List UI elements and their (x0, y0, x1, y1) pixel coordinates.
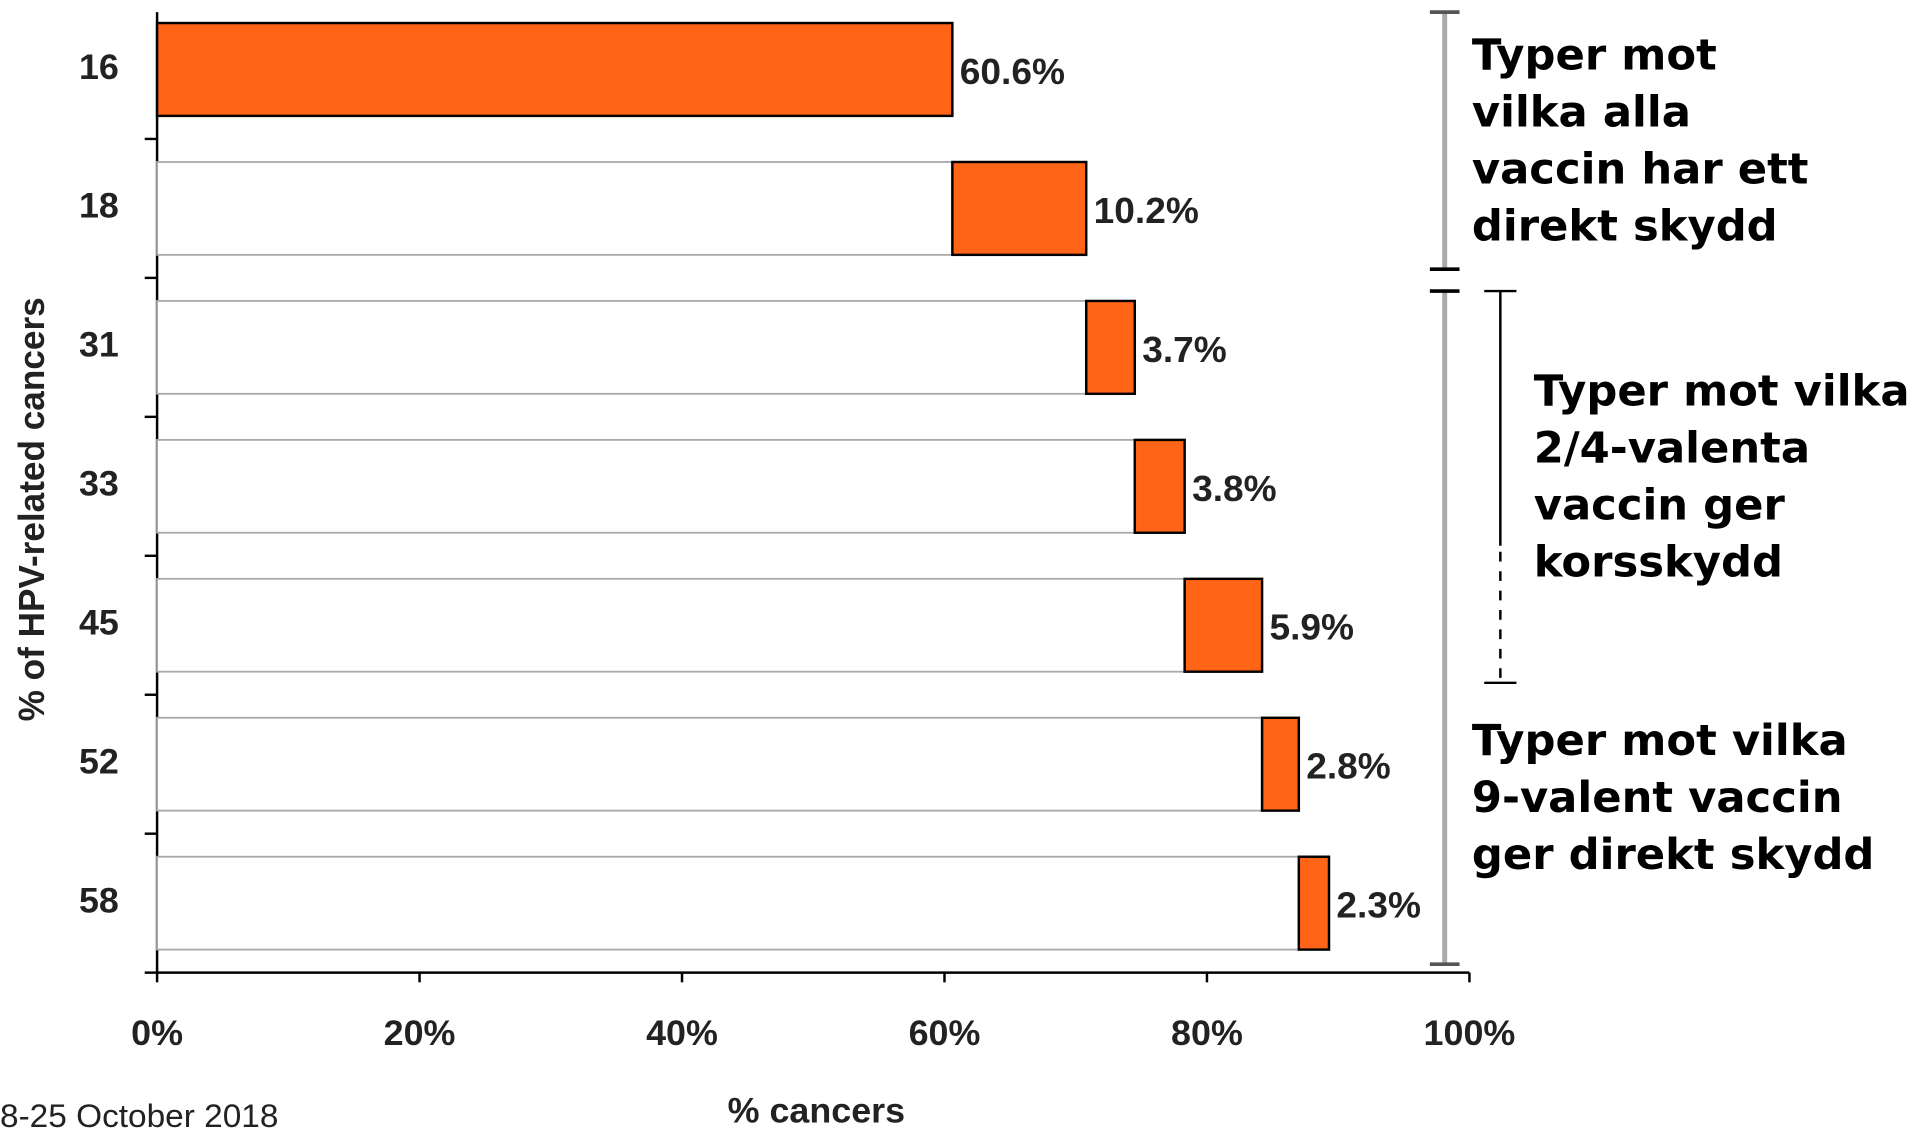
x-tick-label: 100% (1424, 1013, 1516, 1053)
value-label: 2.8% (1306, 746, 1391, 787)
value-label: 5.9% (1270, 607, 1355, 648)
x-tick-label: 80% (1171, 1013, 1243, 1053)
base-box (156, 161, 954, 256)
annotation: Typer mot vilka (1534, 367, 1910, 417)
annotation: Typer mot (1472, 31, 1717, 81)
x-axis-label: % cancers (728, 1091, 905, 1131)
value-label: 3.7% (1142, 329, 1227, 370)
y-tick-label: 16 (79, 47, 119, 87)
annotation: Typer mot vilka (1472, 716, 1848, 766)
annotation: vaccin ger (1534, 481, 1786, 531)
x-tick-label: 20% (384, 1013, 456, 1053)
annotation: direkt skydd (1472, 202, 1778, 252)
bar (155, 21, 954, 118)
y-axis-label: % of HPV-related cancers (12, 297, 52, 721)
x-tick-label: 0% (131, 1013, 183, 1053)
x-tick-label: 40% (646, 1013, 718, 1053)
bar (1133, 438, 1186, 534)
base-box (156, 300, 1088, 395)
annotation: vilka alla (1472, 88, 1691, 138)
base-box (156, 438, 1136, 534)
bar (1084, 299, 1137, 396)
bar (1297, 855, 1331, 951)
y-tick-label: 52 (79, 742, 119, 782)
y-tick-label: 58 (79, 881, 119, 921)
annotation: 9-valent vaccin (1472, 773, 1843, 823)
value-label: 3.8% (1192, 468, 1277, 509)
y-tick-label: 18 (79, 186, 119, 226)
annotation: vaccin har ett (1472, 145, 1809, 195)
bar (1260, 716, 1301, 812)
brackets (1429, 10, 1517, 966)
annotation: 2/4-valenta (1534, 424, 1810, 474)
y-tick-label: 45 (79, 603, 119, 643)
y-tick-label: 33 (79, 464, 119, 504)
y-tick-label: 31 (79, 325, 119, 365)
value-label: 2.3% (1336, 885, 1421, 926)
base-box (156, 855, 1300, 951)
value-label: 10.2% (1094, 190, 1199, 231)
footnote: 8-25 October 2018 (0, 1098, 278, 1135)
annotation: ger direkt skydd (1472, 830, 1875, 880)
x-tick-label: 60% (909, 1013, 981, 1053)
value-label: 60.6% (960, 51, 1065, 92)
base-box (156, 716, 1264, 812)
bar (951, 160, 1088, 257)
bar (1183, 577, 1264, 673)
annotation: korsskydd (1534, 538, 1783, 588)
base-box (156, 577, 1186, 673)
